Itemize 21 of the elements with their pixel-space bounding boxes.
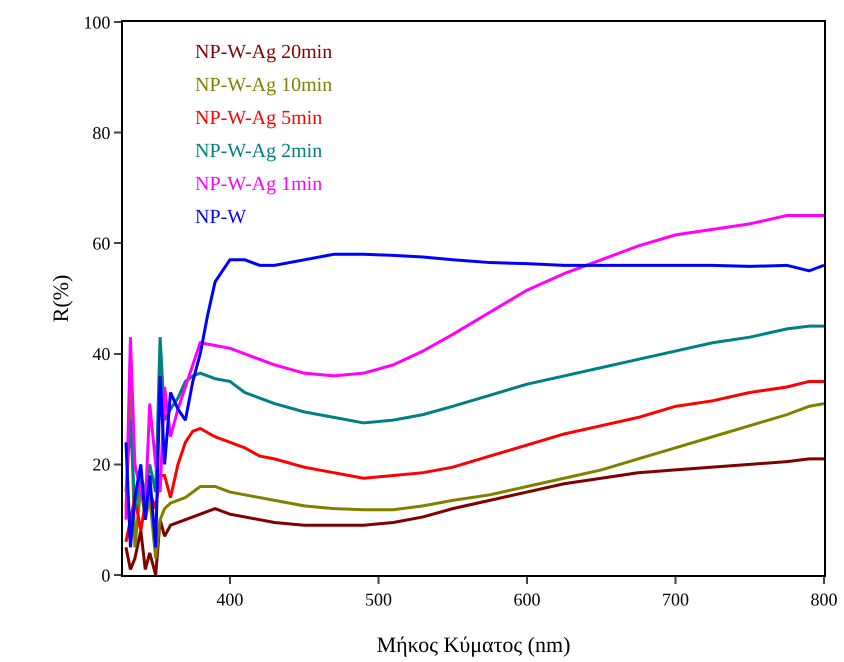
y-tick-label: 40 [92, 344, 110, 364]
y-axis-title: R(%) [48, 274, 73, 322]
series-label: NP-W [195, 206, 246, 228]
y-tick-label: 100 [83, 12, 110, 32]
text: NP-W-Ag 20min [195, 41, 332, 63]
line-series [124, 252, 824, 549]
x-axis-title: Μήκος Κύματος (nm) [376, 632, 570, 657]
x-tick-label: 700 [662, 590, 689, 610]
y-tick-label: 20 [92, 454, 110, 475]
x-tick-label: 500 [364, 590, 392, 610]
y-tick-label: 80 [92, 122, 110, 143]
text: NP-W-Ag 1min [195, 173, 322, 195]
text: NP-W-Ag 2min [195, 140, 322, 162]
x-tick-label: 400 [216, 590, 244, 610]
line-series [124, 457, 824, 575]
text: NP-W-Ag 10min [195, 74, 332, 96]
x-tick-label: 600 [513, 590, 540, 610]
text: NP-W-Ag 5min [195, 107, 322, 129]
y-tick-label: 0 [101, 565, 110, 586]
y-tick-label: 60 [92, 234, 110, 254]
x-tick-label: 800 [810, 590, 838, 610]
